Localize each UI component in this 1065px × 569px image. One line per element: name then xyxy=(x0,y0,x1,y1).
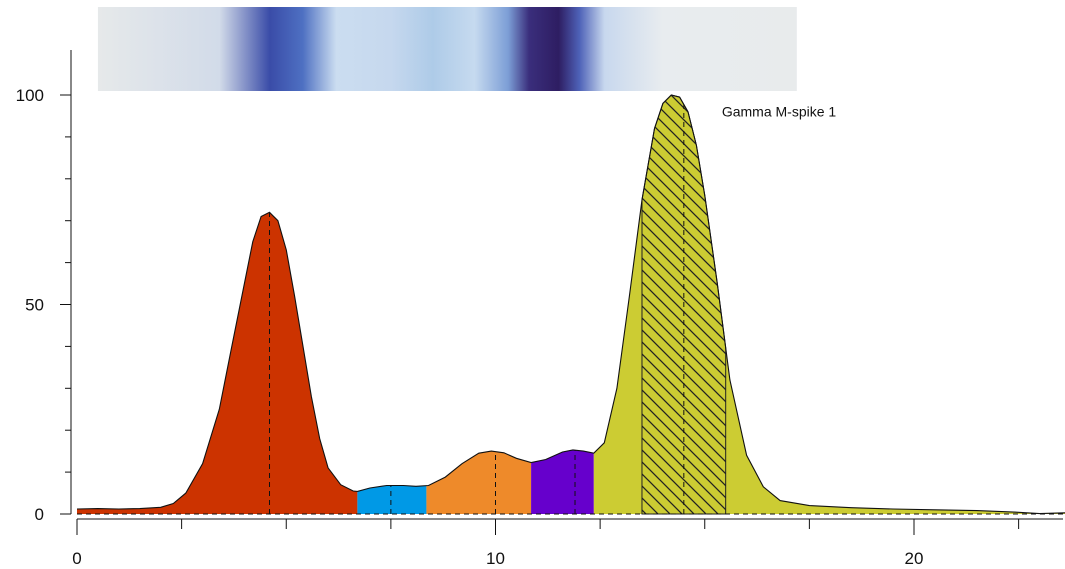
m-spike-label: Gamma M-spike 1 xyxy=(722,103,837,119)
fraction-dividers xyxy=(77,104,1065,515)
fraction-area-2 xyxy=(357,485,427,514)
x-tick-label: 20 xyxy=(905,549,924,568)
x-tick-label: 10 xyxy=(486,549,505,568)
fraction-area-3 xyxy=(426,451,532,514)
gel-band-image xyxy=(97,7,797,91)
fraction-area-4 xyxy=(531,449,594,514)
curve-outline xyxy=(76,94,1065,515)
gel-strip xyxy=(97,7,797,91)
tick-labels: 0 10 20 0 50 100 xyxy=(16,86,924,568)
fraction-area-1 xyxy=(77,212,358,515)
fraction-areas xyxy=(77,95,1065,515)
y-tick-label: 50 xyxy=(25,296,44,315)
curve-line xyxy=(76,94,1065,515)
y-tick-label: 0 xyxy=(35,505,44,524)
y-tick-label: 100 xyxy=(16,86,44,105)
axes xyxy=(60,50,1063,535)
x-tick-label: 0 xyxy=(72,549,81,568)
